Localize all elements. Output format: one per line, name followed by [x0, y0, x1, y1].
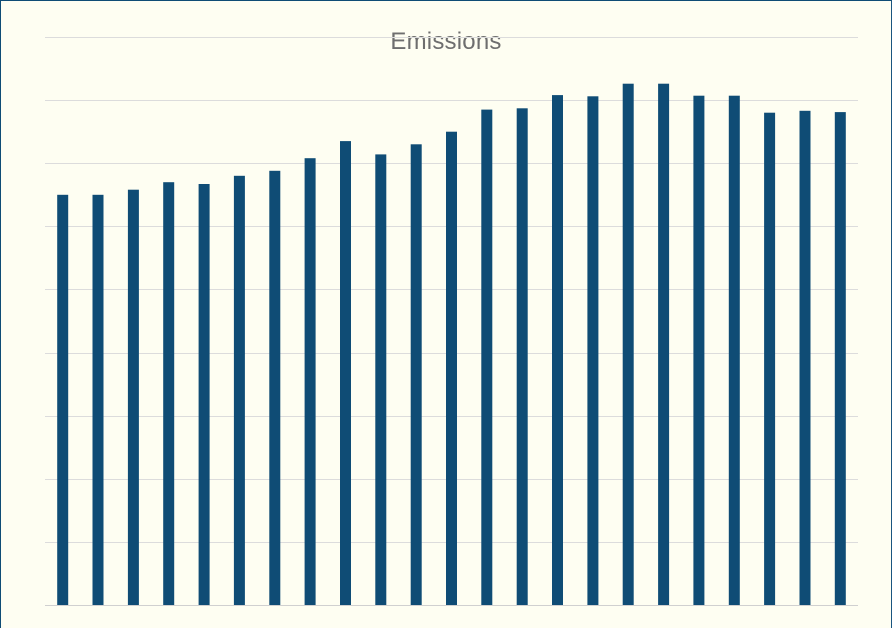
- bar-12: [446, 131, 457, 605]
- bar-9: [340, 141, 351, 605]
- bar-19: [693, 95, 705, 605]
- bar-17: [622, 83, 634, 605]
- bar-13: [481, 109, 493, 605]
- bar-11: [410, 144, 422, 606]
- bar-22: [799, 110, 811, 606]
- bar-7: [269, 170, 281, 606]
- bar-20: [728, 95, 740, 605]
- bar-6: [233, 175, 245, 606]
- bar-series: [57, 83, 846, 606]
- bar-14: [516, 108, 528, 606]
- bar-16: [587, 96, 599, 606]
- chart-title: Emissions: [390, 28, 502, 55]
- bar-23: [834, 112, 846, 605]
- bar-5: [198, 184, 210, 605]
- bar-15: [552, 95, 563, 605]
- bar-10: [375, 154, 387, 605]
- bar-3: [127, 189, 139, 605]
- bar-18: [658, 83, 670, 605]
- bar-8: [304, 158, 316, 605]
- bar-2: [92, 194, 104, 606]
- bar-21: [764, 112, 776, 605]
- bar-4: [163, 182, 175, 605]
- bar-1: [57, 194, 69, 606]
